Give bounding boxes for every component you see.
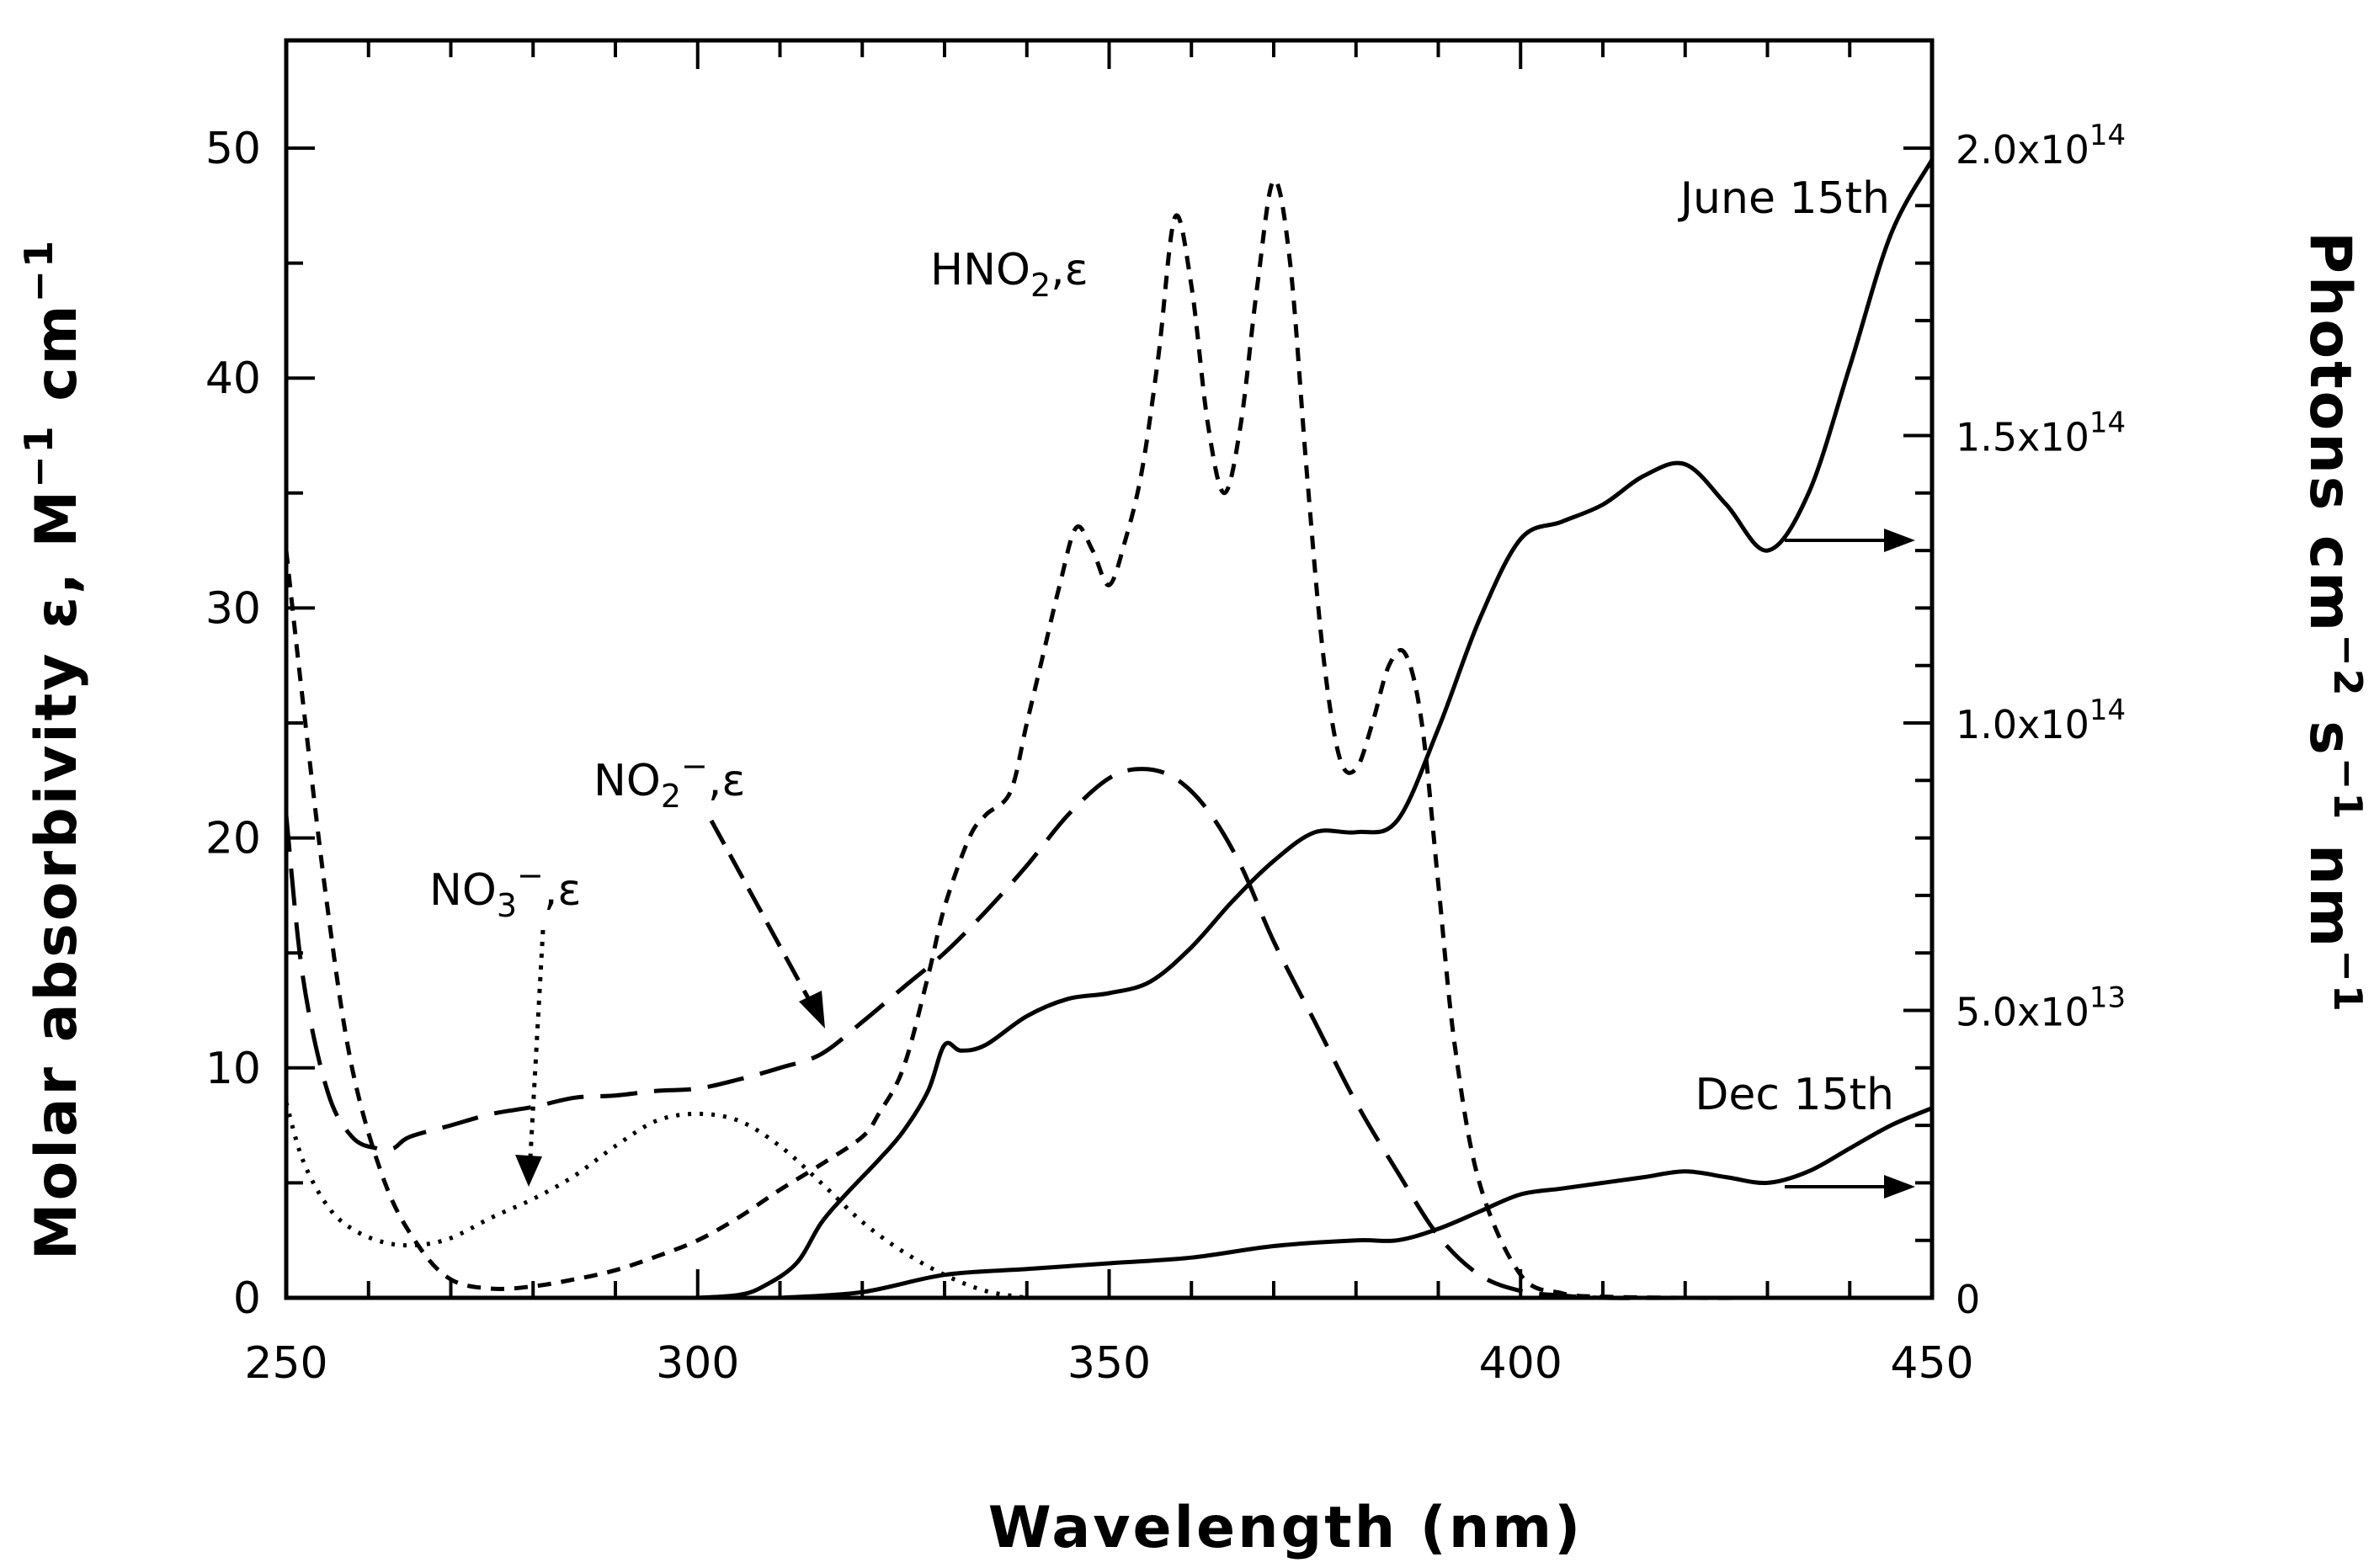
june-15th-label: June 15th bbox=[1678, 173, 1890, 224]
y-axis-left-title: Molar absorbivity ε, M−1 cm−1 bbox=[16, 238, 90, 1260]
y-left-tick-label: 40 bbox=[205, 353, 261, 404]
labels-layer: Wavelength (nm) Molar absorbivity ε, M−1… bbox=[16, 173, 2371, 1561]
y-left-title-text: Molar absorbivity ε, M bbox=[24, 488, 90, 1260]
y-right-tick-label: 1.5x1014 bbox=[1956, 407, 2126, 460]
y-left-tick-label: 50 bbox=[205, 124, 261, 174]
y-left-title-exp2: −1 bbox=[16, 238, 61, 303]
y-left-tick-label: 10 bbox=[205, 1044, 261, 1094]
no2-pointer-arrow bbox=[709, 819, 825, 1029]
dec-15th-label: Dec 15th bbox=[1695, 1070, 1894, 1120]
y-left-title-exp1: −1 bbox=[16, 423, 61, 488]
y-left-tick-label: 30 bbox=[205, 583, 261, 634]
june-right-axis-arrow bbox=[1785, 529, 1915, 552]
no3-label: NO3−,ε bbox=[429, 857, 582, 924]
y-right-title-text: Photons cm bbox=[2297, 231, 2363, 634]
y-left-title-unit: cm bbox=[24, 302, 90, 423]
y-right-tick-label: 2.0x1014 bbox=[1956, 119, 2126, 173]
y-right-tick-label: 5.0x1013 bbox=[1956, 981, 2126, 1035]
y-axis-right-title: Photons cm−2 s−1 nm−1 bbox=[2297, 231, 2371, 1014]
series-line-3 bbox=[697, 158, 1935, 1300]
x-tick-label: 400 bbox=[1479, 1338, 1562, 1389]
x-tick-label: 250 bbox=[244, 1338, 327, 1389]
axes-layer: 250 300 350 400 450 0 10 20 30 40 50 0 5.0x1013 1.0x1… bbox=[205, 38, 2126, 1389]
y-right-tick-label: 0 bbox=[1956, 1277, 1980, 1322]
y-left-tick-label: 20 bbox=[205, 814, 261, 864]
no2-label: NO2−,ε bbox=[594, 747, 746, 815]
x-tick-label: 350 bbox=[1067, 1338, 1151, 1389]
x-tick-label: 450 bbox=[1890, 1338, 1973, 1389]
hno2-label: HNO2,ε bbox=[930, 245, 1089, 304]
y-right-title-exp1: −2 bbox=[2325, 634, 2371, 699]
series-line-0 bbox=[284, 178, 1932, 1300]
y-right-title-exp2: −1 bbox=[2325, 757, 2371, 822]
no3-pointer-arrow bbox=[515, 929, 546, 1187]
series-line-1 bbox=[284, 767, 1932, 1300]
y-right-title-unit2: nm bbox=[2297, 821, 2363, 949]
y-left-tick-label: 0 bbox=[233, 1273, 261, 1324]
series-line-2 bbox=[284, 1102, 1028, 1300]
x-tick-label: 300 bbox=[656, 1338, 739, 1389]
y-right-title-exp3: −1 bbox=[2325, 949, 2371, 1014]
dec-right-axis-arrow bbox=[1785, 1175, 1915, 1199]
x-axis-title: Wavelength (nm) bbox=[988, 1495, 1583, 1561]
series-layer bbox=[284, 158, 1935, 1300]
y-right-tick-label: 1.0x1014 bbox=[1956, 694, 2126, 747]
y-right-title-unit1: s bbox=[2297, 699, 2363, 757]
series-line-4 bbox=[780, 1106, 1933, 1300]
